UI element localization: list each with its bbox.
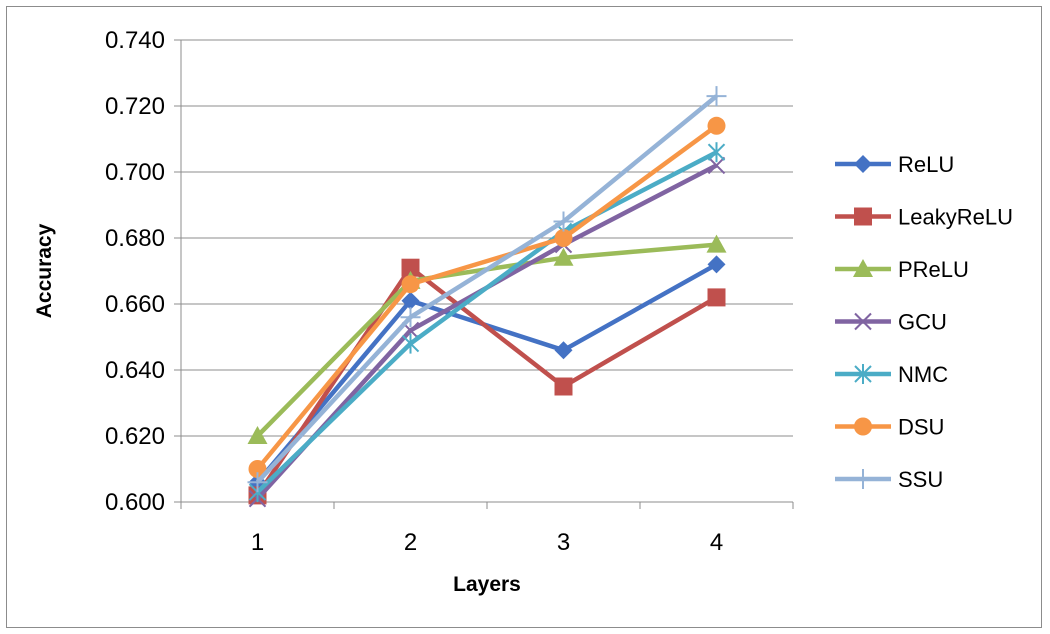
legend-marker-leakyrelu (854, 207, 872, 226)
legend-label: LeakyReLU (898, 205, 1013, 230)
series (247, 86, 727, 508)
legend-marker-dsu (854, 417, 872, 436)
series-leakyrelu (248, 258, 726, 505)
legend-marker-gcu (854, 312, 872, 331)
y-tick-label: 0.740 (105, 27, 165, 54)
legend-item-ssu: SSU (835, 467, 943, 492)
data-point-gcu (707, 156, 726, 175)
legend-marker-relu (854, 155, 872, 173)
series-line-nmc (255, 150, 718, 494)
series-dsu (248, 116, 726, 478)
legend: ReLU LeakyReLU PReLU GCU NMC DSU SSU (835, 152, 1013, 492)
x-axis-title: Layers (453, 573, 521, 596)
x-tick-label: 4 (710, 529, 723, 556)
x-tick-label: 3 (557, 529, 570, 556)
gridlines (181, 39, 793, 437)
legend-label: GCU (898, 310, 947, 335)
x-tick-label: 1 (251, 529, 264, 556)
y-tick-labels: 0.600 0.620 0.640 0.660 0.680 0.700 0.720 0.740 (105, 27, 165, 516)
y-tick-label: 0.660 (105, 291, 165, 318)
data-point-relu (707, 255, 726, 274)
legend-label: NMC (898, 362, 948, 387)
data-point-ssu (553, 211, 574, 232)
series-ssu (247, 86, 727, 493)
legend-label: PReLU (898, 257, 969, 282)
legend-label: DSU (898, 415, 944, 440)
data-point-dsu (248, 460, 267, 478)
data-point-prelu (247, 426, 268, 444)
y-tick-label: 0.720 (105, 93, 165, 120)
data-point-nmc (707, 142, 726, 163)
chart-frame: 0.600 0.620 0.640 0.660 0.680 0.700 0.720 0.740… (6, 6, 1042, 628)
line-chart: 0.600 0.620 0.640 0.660 0.680 0.700 0.720 0.740… (33, 27, 1013, 596)
legend-item-leakyrelu: LeakyReLU (835, 205, 1013, 230)
y-tick-label: 0.620 (105, 423, 165, 450)
data-point-ssu (706, 86, 727, 107)
y-axis-title: Accuracy (33, 223, 56, 318)
legend-item-nmc: NMC (835, 362, 948, 387)
legend-label: ReLU (898, 152, 954, 177)
series-line-dsu (255, 123, 718, 471)
series-line-ssu (255, 94, 718, 484)
series-line-relu (255, 262, 718, 484)
data-point-ssu (400, 307, 421, 328)
data-point-dsu (554, 229, 573, 247)
data-point-leakyrelu (401, 258, 420, 277)
axes (174, 39, 794, 509)
y-tick-label: 0.640 (105, 357, 165, 384)
legend-label: SSU (898, 467, 943, 492)
data-point-dsu (401, 275, 420, 294)
legend-marker-ssu (853, 469, 873, 489)
data-point-dsu (707, 116, 726, 135)
y-tick-label: 0.700 (105, 159, 165, 186)
y-tick-label: 0.680 (105, 225, 165, 252)
data-point-prelu (706, 234, 727, 253)
x-tick-label: 2 (404, 529, 417, 556)
data-point-leakyrelu (707, 288, 726, 307)
data-point-relu (401, 291, 420, 310)
x-tick-labels: 1 2 3 4 (251, 529, 723, 556)
legend-marker-nmc (854, 364, 872, 384)
data-point-ssu (247, 472, 268, 493)
data-point-leakyrelu (554, 377, 573, 396)
data-point-relu (554, 341, 573, 360)
series-line-gcu (255, 163, 718, 501)
legend-item-dsu: DSU (835, 415, 944, 440)
series-line-leakyrelu (255, 265, 718, 497)
data-point-nmc (401, 333, 420, 354)
legend-marker-prelu (853, 259, 873, 277)
legend-item-relu: ReLU (835, 152, 954, 177)
legend-item-prelu: PReLU (835, 257, 969, 282)
legend-item-gcu: GCU (835, 310, 947, 335)
y-tick-label: 0.600 (105, 489, 165, 516)
data-point-prelu (553, 247, 574, 266)
